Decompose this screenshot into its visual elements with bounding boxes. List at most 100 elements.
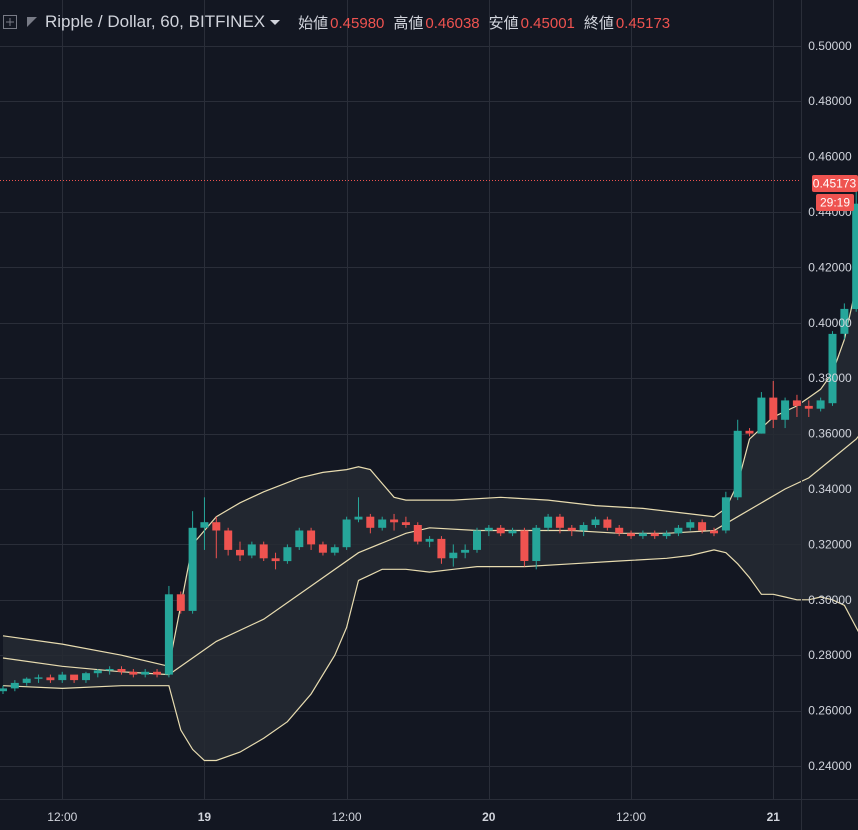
candle-body [579, 525, 588, 531]
candle-body [555, 516, 564, 528]
time-tick-label: 21 [767, 810, 781, 824]
candle-body [390, 519, 399, 523]
last-price-badge [812, 175, 858, 192]
candle [721, 491, 730, 534]
symbol-selector[interactable]: Ripple / Dollar, 60, BITFINEX [45, 12, 288, 32]
bollinger-fill [3, 274, 858, 761]
price-tick-label: 0.42000 [808, 260, 852, 274]
candle [508, 527, 517, 537]
candle [176, 591, 185, 614]
candle-body [330, 547, 339, 553]
candle-body [58, 674, 67, 681]
price-axis[interactable]: 0.24000 0.26000 0.28000 0.30000 0.32000 0.340… [808, 39, 852, 773]
candle [698, 519, 707, 534]
candle-body [34, 677, 43, 679]
candle [449, 544, 458, 567]
candle-body [544, 516, 553, 528]
candle-body [46, 677, 55, 681]
candle [532, 525, 541, 570]
candle-body [259, 544, 268, 559]
candle [46, 674, 55, 683]
price-tick-label: 0.32000 [808, 537, 852, 551]
candle [212, 516, 221, 559]
price-tick-label: 0.48000 [808, 94, 852, 108]
candlestick-series [0, 184, 858, 694]
chevron-down-icon [270, 19, 281, 25]
candle [591, 516, 600, 528]
candle [0, 685, 7, 694]
candle [638, 530, 647, 539]
candle-body [342, 519, 351, 548]
grid-lines [0, 0, 801, 799]
time-tick-label: 12:00 [332, 810, 362, 824]
candle [437, 536, 446, 564]
candle-body [840, 308, 849, 334]
candle-body [141, 671, 150, 675]
candle-body [224, 530, 233, 550]
price-tick-label: 0.38000 [808, 371, 852, 385]
candle [236, 541, 244, 562]
candle [153, 669, 161, 678]
candle [401, 516, 410, 528]
candle-body [484, 527, 493, 531]
candle [461, 544, 470, 559]
candle [745, 428, 754, 437]
candle [615, 525, 624, 537]
candle-body [354, 516, 363, 520]
chart-header: Ripple / Dollar, 60, BITFINEX 始値 0.45980 … [0, 0, 858, 44]
candle-body [852, 203, 858, 309]
candle-body [318, 544, 327, 553]
candle [710, 527, 718, 537]
candle-body [496, 527, 505, 534]
candle [792, 394, 801, 417]
candle [271, 552, 280, 570]
candle-body [129, 671, 138, 675]
candle-body [745, 430, 754, 434]
candle-body [674, 527, 683, 534]
candle [58, 671, 67, 683]
time-tick-label: 20 [482, 810, 496, 824]
candle [686, 519, 695, 531]
candle-body [627, 533, 635, 537]
expand-icon[interactable] [3, 15, 17, 29]
ohlc-low: 安値 0.45001 [488, 14, 575, 32]
candle [283, 544, 292, 564]
candle-body [164, 594, 173, 675]
time-tick-label: 12:00 [47, 810, 77, 824]
time-tick-label: 19 [198, 810, 212, 824]
collapse-arrow-icon[interactable] [25, 15, 39, 29]
candle [224, 527, 233, 556]
candle-body [176, 594, 185, 611]
candle [840, 303, 849, 340]
candle [390, 513, 399, 531]
candle [82, 671, 90, 683]
candle [781, 397, 790, 429]
candle-body [247, 544, 256, 556]
candle-body [212, 522, 221, 531]
price-tick-label: 0.36000 [808, 427, 852, 441]
candle-body [307, 530, 316, 545]
candle-body [449, 552, 458, 559]
candle-body [710, 530, 718, 534]
candle [117, 666, 126, 675]
candle [603, 516, 612, 531]
candle-body [271, 558, 280, 562]
candle [828, 331, 837, 406]
candle-body [366, 516, 375, 528]
countdown-badge [816, 194, 854, 211]
candle-body [437, 538, 446, 559]
price-tick-label: 0.30000 [808, 593, 852, 607]
candle-body [117, 669, 126, 672]
candle-body [520, 530, 529, 561]
candle [200, 497, 209, 550]
last-price-value: 0.45173 [813, 177, 857, 191]
candle [627, 530, 635, 539]
candle-body [473, 530, 481, 550]
candle [662, 530, 671, 539]
candle-body [236, 549, 244, 556]
candle [141, 669, 150, 678]
candle [484, 525, 493, 537]
